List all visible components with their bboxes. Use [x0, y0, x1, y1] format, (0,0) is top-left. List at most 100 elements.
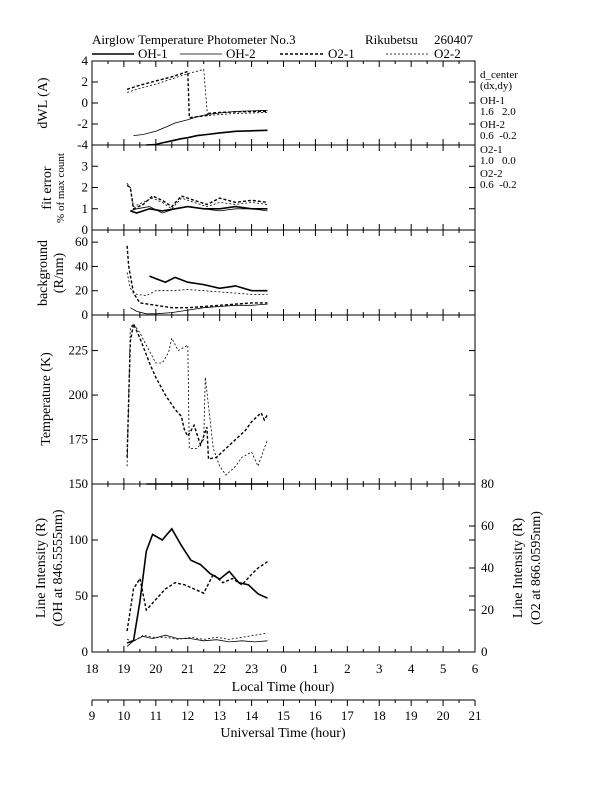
y-tick-label-right-intensity: 20 — [481, 602, 494, 617]
y-tick-label-fiterror: 0 — [82, 222, 89, 237]
y-tick-label-temperature: 225 — [69, 343, 89, 358]
local-time-tick-label: 5 — [440, 661, 447, 676]
y-tick-label-dwl: -2 — [77, 116, 88, 131]
legend-label-oh-1: OH-1 — [138, 46, 168, 61]
y-tick-label-dwl: 0 — [82, 95, 89, 110]
ut-tick-label: 21 — [469, 708, 482, 723]
y-tick-label-background: 40 — [75, 258, 88, 273]
legend-label-o2-1: O2-1 — [328, 46, 355, 61]
ylabel-intensity-right-sub: (O2 at 866.0595nm) — [529, 511, 544, 625]
series-line-fiterror-o2-2 — [126, 183, 268, 210]
y-tick-label-fiterror: 3 — [82, 158, 89, 173]
local-time-tick-label: 21 — [181, 661, 194, 676]
ut-tick-label: 10 — [117, 708, 130, 723]
ylabel-background-sub: (R/nm) — [52, 252, 67, 293]
series-line-intensity-oh-2 — [126, 634, 268, 647]
series-line-temperature-o2-2 — [126, 323, 268, 476]
y-tick-label-dwl: -4 — [77, 137, 88, 152]
series-line-background-o2-2 — [126, 272, 268, 297]
center-offset-notes: d_center (dx,dy) OH-1 1.6 2.0 OH-2 0.6 -… — [480, 69, 518, 191]
panel-frame-background — [91, 229, 476, 316]
note-oh-2-value: 0.6 -0.2 — [480, 130, 517, 142]
note-o2-1-name: O2-1 — [480, 144, 503, 156]
ylabel-intensity-sub: (OH at 846.5555nm) — [51, 509, 66, 626]
ylabel-fiterror-sub: % of max count — [55, 153, 67, 223]
y-tick-label-intensity: 100 — [69, 532, 89, 547]
y-tick-label-dwl: 2 — [82, 74, 89, 89]
local-time-tick-label: 22 — [213, 661, 226, 676]
local-time-tick-label: 20 — [149, 661, 162, 676]
series-line-temperature-o2-1 — [126, 321, 269, 460]
y-tick-label-fiterror: 2 — [82, 180, 89, 195]
series-line-background-oh-1 — [149, 275, 268, 292]
ylabel-background: background — [36, 240, 51, 306]
panel-frame-intensity — [91, 483, 476, 653]
ylabel-dwl: dWL (A) — [36, 77, 51, 129]
y-tick-label-intensity: 0 — [82, 644, 89, 659]
ylabel-intensity-right: Line Intensity (R) — [511, 518, 526, 619]
ut-tick-label: 16 — [309, 708, 323, 723]
series-line-dwl-oh-1 — [146, 129, 268, 146]
figure-title: Airglow Temperature Photometer No.3 — [92, 32, 296, 47]
ut-tick-label: 9 — [89, 708, 96, 723]
note-o2-2-value: 0.6 -0.2 — [480, 179, 517, 191]
series-line-dwl-o2-2 — [126, 68, 268, 117]
ut-tick-label: 19 — [405, 708, 418, 723]
local-time-tick-label: 1 — [312, 661, 319, 676]
local-time-tick-label: 19 — [117, 661, 130, 676]
local-time-tick-label: 3 — [376, 661, 383, 676]
chart-marks: -4-2024012302040601752002250501001500204… — [69, 53, 495, 723]
ut-tick-label: 15 — [277, 708, 290, 723]
series-line-background-o2-1 — [126, 245, 268, 309]
local-time-tick-label: 2 — [344, 661, 351, 676]
y-tick-label-temperature: 200 — [69, 387, 89, 402]
ut-tick-label: 17 — [341, 708, 355, 723]
ut-tick-label: 11 — [150, 708, 163, 723]
y-tick-label-right-intensity: 40 — [481, 560, 494, 575]
y-tick-label-right-intensity: 60 — [481, 518, 494, 533]
ut-tick-label: 13 — [213, 708, 226, 723]
note-oh-1-value: 1.6 2.0 — [480, 106, 516, 118]
panel-frame-dwl — [91, 60, 476, 146]
ylabel-intensity: Line Intensity (R) — [34, 518, 49, 619]
local-time-tick-label: 4 — [408, 661, 415, 676]
ylabel-fiterror: fit error — [40, 166, 55, 209]
y-tick-label-background: 0 — [82, 307, 89, 322]
series-line-background-oh-2 — [130, 303, 268, 315]
y-tick-label-right-intensity: 80 — [481, 476, 494, 491]
note-o2-1-value: 1.0 0.0 — [480, 155, 516, 167]
y-tick-label-intensity: 50 — [75, 588, 88, 603]
date-code: 260407 — [434, 32, 474, 47]
xlabel-universal-time: Universal Time (hour) — [220, 726, 346, 741]
legend-label-o2-2: O2-2 — [434, 46, 461, 61]
ut-tick-label: 18 — [373, 708, 386, 723]
local-time-tick-label: 0 — [280, 661, 287, 676]
series-line-dwl-o2-1 — [126, 70, 268, 119]
y-tick-label-background: 60 — [75, 234, 88, 249]
ut-tick-label: 14 — [245, 708, 259, 723]
series-line-intensity-oh-1 — [126, 527, 268, 644]
panel-frame-fiterror — [91, 144, 476, 231]
y-tick-label-dwl: 4 — [82, 53, 89, 68]
local-time-tick-label: 6 — [472, 661, 479, 676]
legend-label-oh-2: OH-2 — [226, 46, 256, 61]
local-time-tick-label: 23 — [245, 661, 258, 676]
series-line-intensity-o2-1 — [126, 561, 268, 632]
note-title: d_center — [480, 69, 518, 81]
note-oh-1-name: OH-1 — [480, 95, 505, 107]
local-time-tick-label: 18 — [86, 661, 99, 676]
series-line-fiterror-oh-2 — [130, 206, 268, 214]
y-tick-label-temperature: 175 — [69, 432, 89, 447]
note-oh-2-name: OH-2 — [480, 119, 505, 131]
y-tick-label-right-intensity: 0 — [481, 644, 488, 659]
series-line-fiterror-o2-1 — [126, 184, 268, 210]
xlabel-local-time: Local Time (hour) — [232, 680, 335, 695]
legend: OH-1 OH-2 O2-1 O2-2 — [92, 46, 461, 61]
station-name: Rikubetsu — [365, 32, 418, 47]
panel-frame-temperature — [91, 314, 476, 485]
ut-tick-label: 20 — [437, 708, 450, 723]
note-o2-2-name: O2-2 — [480, 168, 503, 180]
y-tick-label-background: 20 — [75, 283, 88, 298]
y-tick-label-intensity: 150 — [69, 476, 89, 491]
